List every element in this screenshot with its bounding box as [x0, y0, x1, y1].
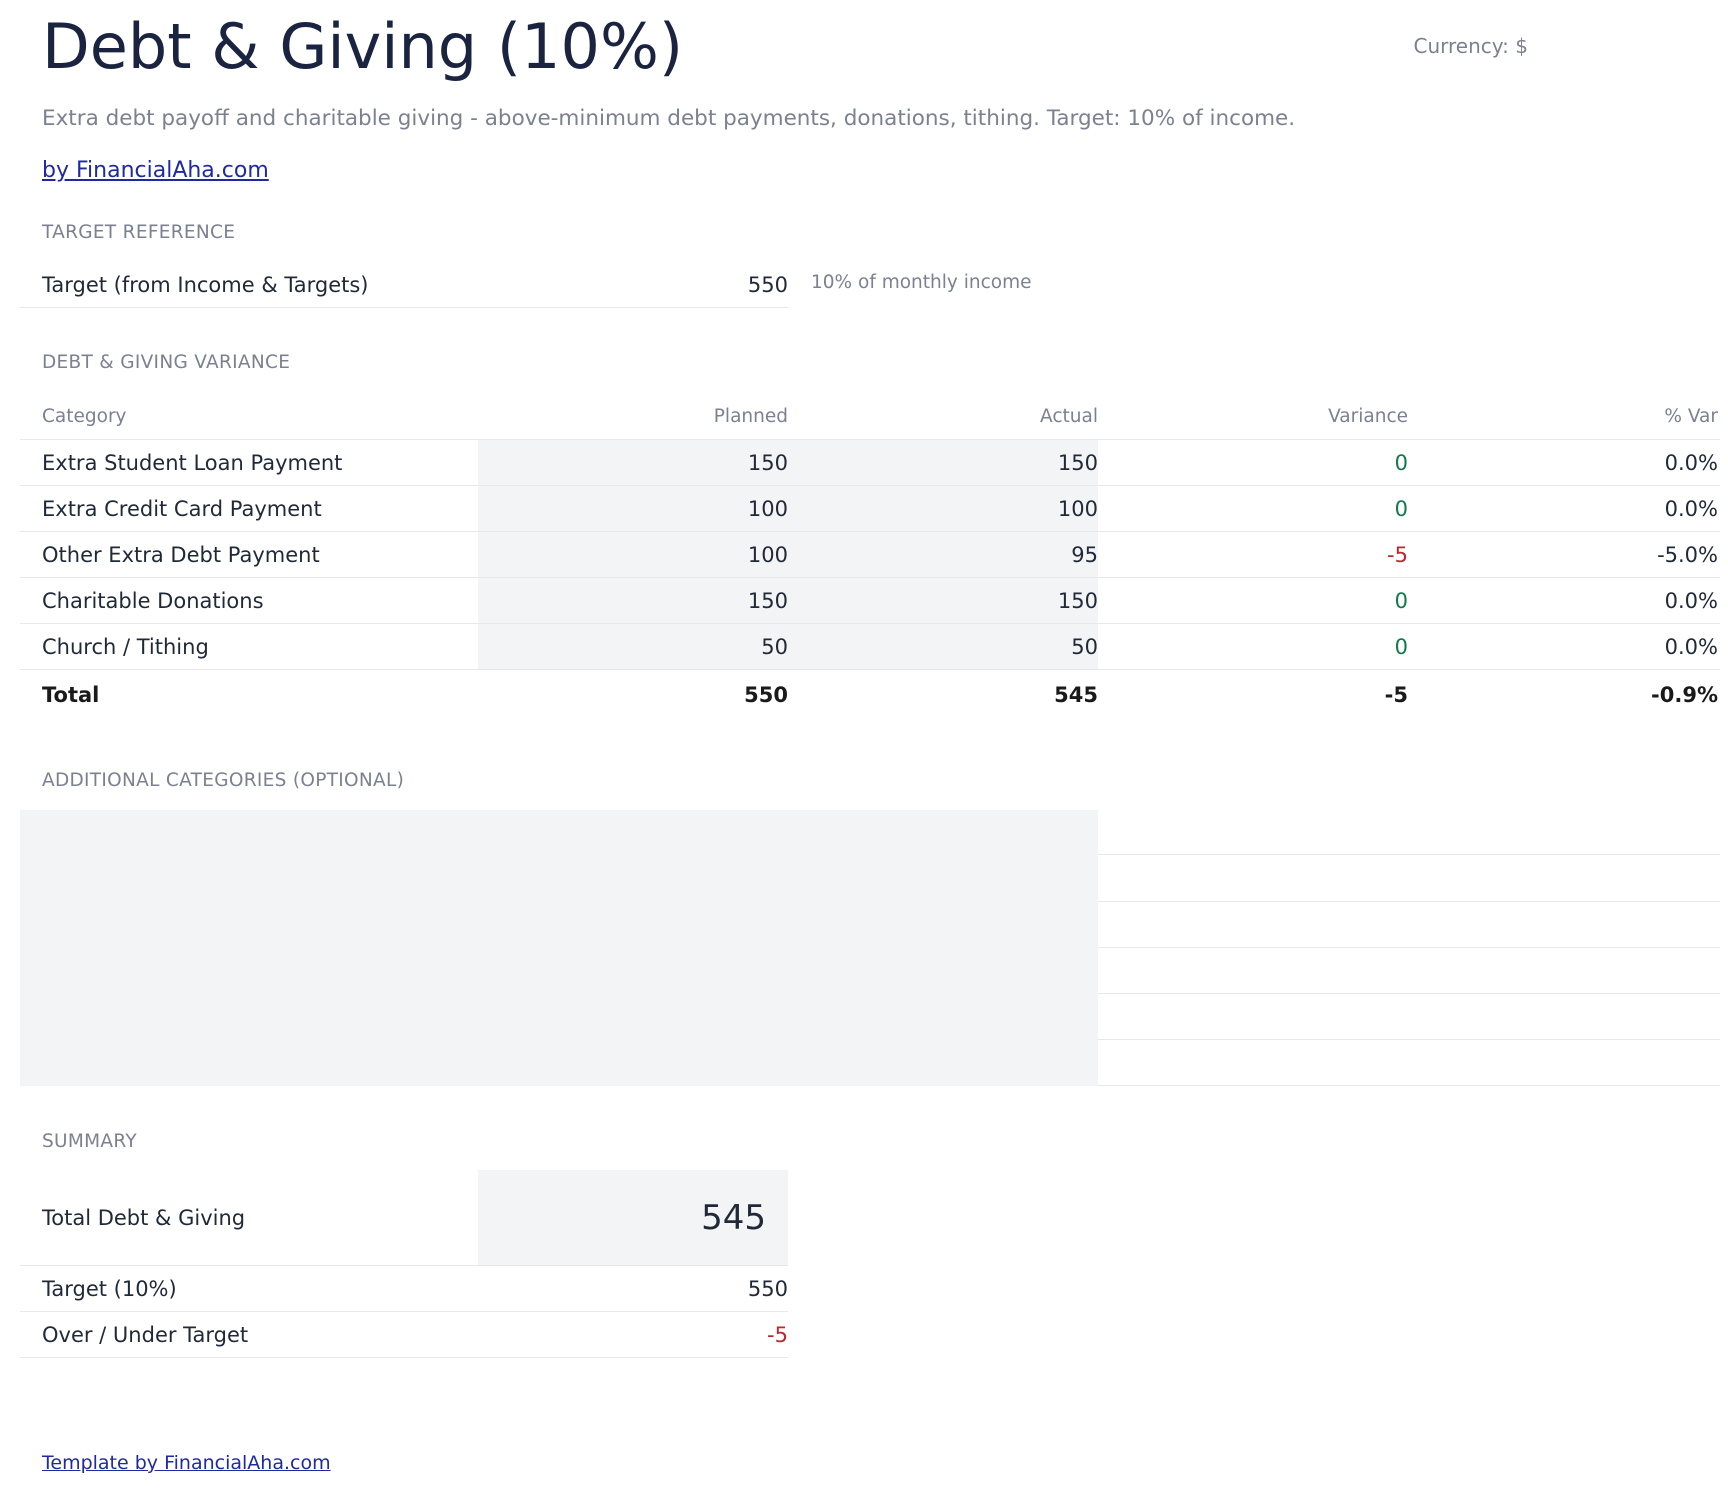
actual-input[interactable]: 150: [788, 440, 1098, 485]
summary-total-label: Total Debt & Giving: [42, 1205, 246, 1230]
actual-input[interactable]: 150: [788, 578, 1098, 623]
total-planned: 550: [744, 683, 788, 707]
additional-row-divider: [1098, 947, 1720, 948]
table-row: Church / Tithing 50 50 0 0.0%: [20, 624, 1720, 670]
table-row: Extra Student Loan Payment 150 150 0 0.0…: [20, 440, 1720, 486]
total-variance: -5: [1384, 683, 1408, 707]
pct-var-value: 0.0%: [1664, 634, 1718, 659]
category-label: Other Extra Debt Payment: [42, 542, 320, 567]
summary-target-label: Target (10%): [42, 1276, 177, 1301]
table-row: Other Extra Debt Payment 100 95 -5 -5.0%: [20, 532, 1720, 578]
target-reference-value: 550: [747, 272, 788, 297]
variance-value: 0: [1394, 450, 1408, 475]
summary-target-row: Target (10%) 550: [20, 1266, 788, 1312]
category-label: Church / Tithing: [42, 634, 209, 659]
section-label-summary: SUMMARY: [42, 1131, 137, 1152]
category-label: Charitable Donations: [42, 588, 264, 613]
actual-input[interactable]: 100: [788, 486, 1098, 531]
target-reference-label: Target (from Income & Targets): [42, 272, 369, 297]
summary-over-under-row: Over / Under Target -5: [20, 1312, 788, 1358]
summary-target-value: 550: [747, 1276, 788, 1301]
table-total-row: Total 550 545 -5 -0.9%: [20, 672, 1720, 718]
additional-categories-input-area[interactable]: [20, 810, 1098, 1086]
additional-row-divider: [1098, 901, 1720, 902]
planned-input[interactable]: 100: [478, 486, 788, 531]
category-label: Extra Credit Card Payment: [42, 496, 322, 521]
additional-row-divider: [1098, 993, 1720, 994]
section-label-additional: ADDITIONAL CATEGORIES (OPTIONAL): [42, 770, 405, 791]
pct-var-value: 0.0%: [1664, 450, 1718, 475]
footer-template-link[interactable]: Template by FinancialAha.com: [42, 1452, 331, 1474]
variance-value: 0: [1394, 588, 1408, 613]
pct-var-value: 0.0%: [1664, 588, 1718, 613]
col-header-variance: Variance: [1328, 406, 1408, 427]
actual-input[interactable]: 50: [788, 624, 1098, 669]
category-label: Extra Student Loan Payment: [42, 450, 343, 475]
table-row: Extra Credit Card Payment 100 100 0 0.0%: [20, 486, 1720, 532]
page-subtitle: Extra debt payoff and charitable giving …: [42, 106, 1296, 131]
variance-value: 0: [1394, 496, 1408, 521]
variance-value: -5: [1387, 542, 1408, 567]
additional-row-divider: [1098, 1085, 1720, 1086]
by-financialaha-link[interactable]: by FinancialAha.com: [42, 158, 269, 183]
page-title: Debt & Giving (10%): [42, 10, 684, 83]
planned-input[interactable]: 50: [478, 624, 788, 669]
col-header-pct-var: % Var: [1664, 406, 1718, 427]
actual-input[interactable]: 95: [788, 532, 1098, 577]
summary-over-under-label: Over / Under Target: [42, 1322, 249, 1347]
total-actual: 545: [1054, 683, 1098, 707]
section-label-variance: DEBT & GIVING VARIANCE: [42, 352, 291, 373]
section-label-target-reference: TARGET REFERENCE: [42, 222, 236, 243]
pct-var-value: 0.0%: [1664, 496, 1718, 521]
currency-label: Currency: $: [1413, 34, 1528, 58]
summary-over-under-value: -5: [767, 1322, 788, 1347]
col-header-actual: Actual: [1040, 406, 1098, 427]
total-pct-var: -0.9%: [1651, 683, 1718, 707]
col-header-category: Category: [42, 406, 127, 427]
table-row: Charitable Donations 150 150 0 0.0%: [20, 578, 1720, 624]
summary-total-value: 545: [478, 1170, 788, 1265]
variance-header-row: Category Planned Actual Variance % Var: [20, 394, 1720, 440]
planned-input[interactable]: 100: [478, 532, 788, 577]
summary-total-row: Total Debt & Giving 545: [20, 1170, 788, 1266]
additional-row-divider: [1098, 1039, 1720, 1040]
col-header-planned: Planned: [713, 406, 788, 427]
variance-value: 0: [1394, 634, 1408, 659]
total-label: Total: [42, 683, 100, 707]
target-reference-row: Target (from Income & Targets) 550: [20, 262, 788, 308]
planned-input[interactable]: 150: [478, 578, 788, 623]
target-reference-note: 10% of monthly income: [811, 272, 1032, 293]
pct-var-value: -5.0%: [1657, 542, 1718, 567]
additional-row-divider: [1098, 854, 1720, 855]
planned-input[interactable]: 150: [478, 440, 788, 485]
